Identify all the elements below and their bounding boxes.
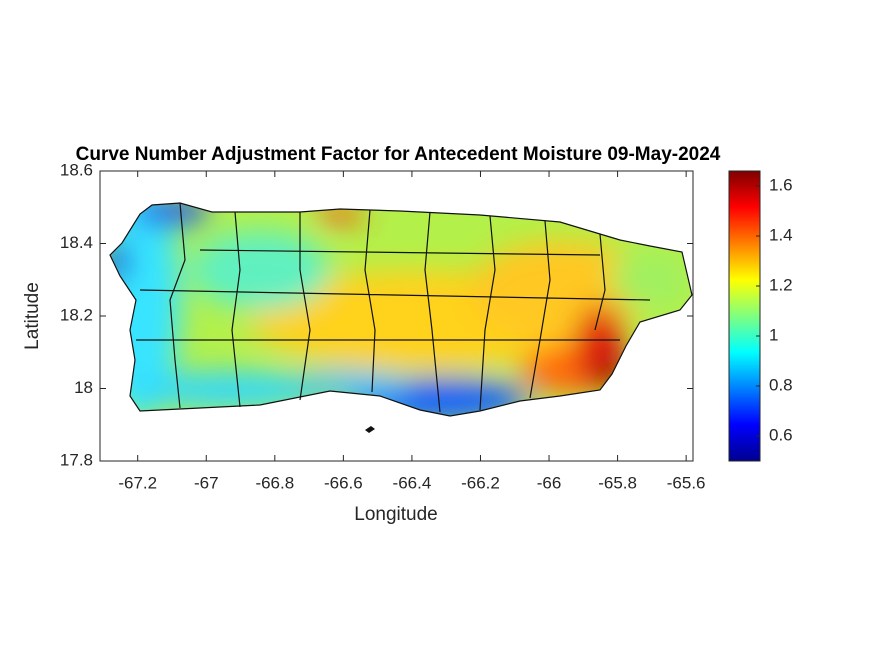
colorbar-tick-label: 1.6 bbox=[769, 175, 793, 194]
y-tick-label: 17.8 bbox=[60, 450, 93, 469]
colorbar bbox=[728, 170, 761, 462]
x-tick-label: -67.2 bbox=[118, 473, 157, 492]
x-tick-label: -66.4 bbox=[393, 473, 432, 492]
y-tick-label: 18.6 bbox=[60, 160, 93, 179]
x-tick-label: -65.6 bbox=[667, 473, 706, 492]
y-axis-label: Latitude bbox=[22, 282, 43, 350]
y-tick-label: 18.2 bbox=[60, 305, 93, 324]
island-outline bbox=[365, 426, 375, 433]
x-tick-label: -67 bbox=[194, 473, 219, 492]
x-tick-label: -65.8 bbox=[598, 473, 637, 492]
colorbar-tick-label: 1.4 bbox=[769, 225, 793, 244]
y-tick-label: 18.4 bbox=[60, 233, 93, 252]
colorbar-tick-label: 0.8 bbox=[769, 375, 793, 394]
x-axis-label: Longitude bbox=[354, 504, 437, 525]
x-tick-label: -66 bbox=[537, 473, 562, 492]
colorbar-tick-label: 1 bbox=[769, 325, 778, 344]
x-tick-label: -66.6 bbox=[324, 473, 363, 492]
chart-title: Curve Number Adjustment Factor for Antec… bbox=[76, 144, 721, 165]
x-tick-label: -66.8 bbox=[255, 473, 294, 492]
colorbar-tick-label: 0.6 bbox=[769, 425, 793, 444]
municipal-boundaries bbox=[109, 202, 693, 417]
colorbar-tick-label: 1.2 bbox=[769, 275, 793, 294]
y-tick-label: 18 bbox=[74, 378, 93, 397]
x-tick-label: -66.2 bbox=[461, 473, 500, 492]
